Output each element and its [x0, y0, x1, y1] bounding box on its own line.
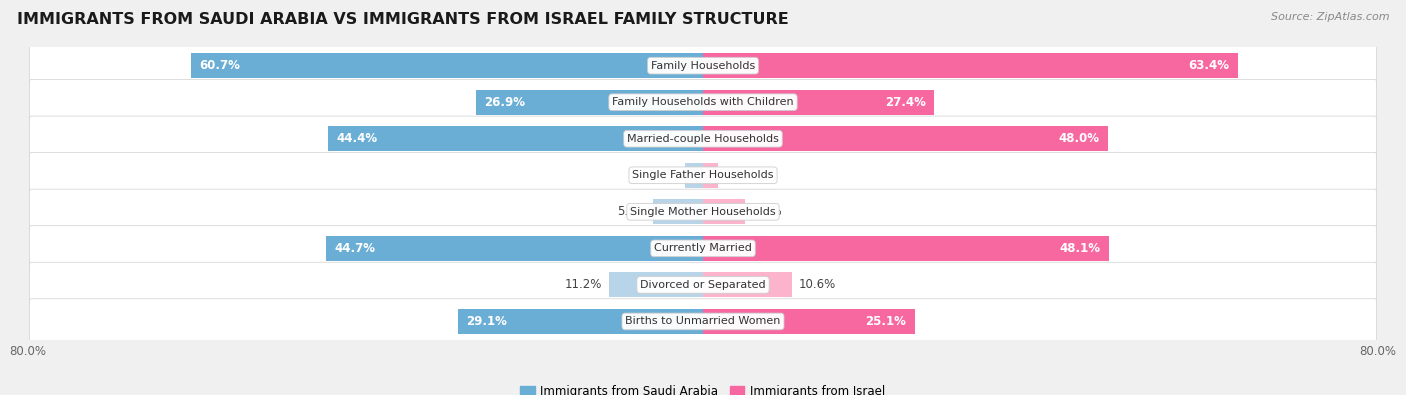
FancyBboxPatch shape — [30, 152, 1376, 198]
FancyBboxPatch shape — [30, 226, 1376, 271]
Text: 44.7%: 44.7% — [335, 242, 375, 255]
Bar — [703, 236, 1109, 261]
Bar — [703, 199, 745, 224]
Text: Family Households with Children: Family Households with Children — [612, 97, 794, 107]
Text: 44.4%: 44.4% — [337, 132, 378, 145]
Text: 10.6%: 10.6% — [799, 278, 837, 292]
Text: Divorced or Separated: Divorced or Separated — [640, 280, 766, 290]
Text: 2.1%: 2.1% — [648, 169, 679, 182]
Text: Single Father Households: Single Father Households — [633, 170, 773, 180]
Text: Married-couple Households: Married-couple Households — [627, 134, 779, 144]
Bar — [326, 236, 703, 261]
Text: 5.0%: 5.0% — [752, 205, 782, 218]
Text: IMMIGRANTS FROM SAUDI ARABIA VS IMMIGRANTS FROM ISRAEL FAMILY STRUCTURE: IMMIGRANTS FROM SAUDI ARABIA VS IMMIGRAN… — [17, 12, 789, 27]
Text: 29.1%: 29.1% — [465, 315, 506, 328]
Text: 48.1%: 48.1% — [1059, 242, 1101, 255]
Bar — [703, 90, 934, 115]
Legend: Immigrants from Saudi Arabia, Immigrants from Israel: Immigrants from Saudi Arabia, Immigrants… — [516, 381, 890, 395]
Bar — [654, 199, 703, 224]
Bar — [703, 163, 718, 188]
Text: 26.9%: 26.9% — [485, 96, 526, 109]
Text: 27.4%: 27.4% — [884, 96, 925, 109]
Bar — [191, 53, 703, 78]
Bar — [329, 126, 703, 151]
Text: 60.7%: 60.7% — [200, 59, 240, 72]
FancyBboxPatch shape — [30, 299, 1376, 344]
Text: Currently Married: Currently Married — [654, 243, 752, 253]
Bar — [609, 273, 703, 297]
Text: 48.0%: 48.0% — [1059, 132, 1099, 145]
FancyBboxPatch shape — [30, 43, 1376, 88]
Bar — [703, 273, 793, 297]
Bar — [457, 309, 703, 334]
FancyBboxPatch shape — [30, 189, 1376, 235]
FancyBboxPatch shape — [30, 262, 1376, 308]
Text: Single Mother Households: Single Mother Households — [630, 207, 776, 217]
Text: 25.1%: 25.1% — [866, 315, 907, 328]
Text: 5.9%: 5.9% — [617, 205, 647, 218]
Text: 1.8%: 1.8% — [725, 169, 755, 182]
FancyBboxPatch shape — [30, 116, 1376, 162]
Bar — [703, 126, 1108, 151]
Text: 11.2%: 11.2% — [564, 278, 602, 292]
Text: Source: ZipAtlas.com: Source: ZipAtlas.com — [1271, 12, 1389, 22]
Bar — [703, 53, 1237, 78]
Bar — [703, 309, 915, 334]
Text: 63.4%: 63.4% — [1188, 59, 1229, 72]
Text: Births to Unmarried Women: Births to Unmarried Women — [626, 316, 780, 326]
Text: Family Households: Family Households — [651, 61, 755, 71]
Bar — [477, 90, 703, 115]
FancyBboxPatch shape — [30, 79, 1376, 125]
Bar — [685, 163, 703, 188]
